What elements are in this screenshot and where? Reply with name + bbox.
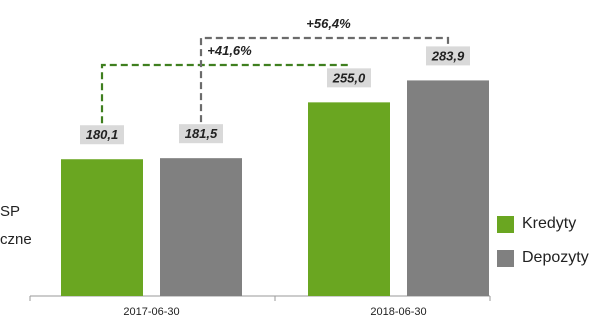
legend-item-kredyty: Kredyty bbox=[497, 214, 589, 234]
legend-item-depozyty: Depozyty bbox=[497, 248, 589, 268]
category-label-1: 2017-06-30 bbox=[123, 306, 179, 318]
bar-depozyty-1 bbox=[160, 158, 242, 296]
legend-label-depozyty: Depozyty bbox=[522, 249, 589, 266]
chart-legend: Kredyty Depozyty bbox=[497, 214, 589, 282]
bar-kredyty-1 bbox=[61, 159, 143, 296]
side-label-line2: czne bbox=[0, 231, 32, 248]
value-label-depozyty-2: 283,9 bbox=[431, 48, 465, 63]
value-label-bg-kredyty-1 bbox=[80, 125, 124, 145]
legend-label-kredyty: Kredyty bbox=[522, 215, 577, 232]
value-label-kredyty-1: 180,1 bbox=[86, 127, 119, 142]
bar-kredyty-2 bbox=[308, 102, 390, 296]
value-label-bg-depozyty-2 bbox=[426, 46, 470, 66]
category-label-2: 2018-06-30 bbox=[370, 306, 426, 318]
bar-depozyty-2 bbox=[407, 80, 489, 296]
value-label-depozyty-1: 181,5 bbox=[185, 126, 218, 141]
growth-connector-depozyty bbox=[199, 36, 450, 123]
value-label-bg-depozyty-1 bbox=[179, 124, 223, 144]
legend-swatch-kredyty bbox=[497, 215, 514, 233]
growth-connector-kredyty bbox=[100, 63, 351, 124]
value-label-kredyty-2: 255,0 bbox=[332, 70, 366, 85]
growth-label-kredyty: +41,6% bbox=[207, 43, 252, 58]
side-label-line1: SP bbox=[0, 203, 21, 220]
growth-label-depozyty: +56,4% bbox=[306, 16, 351, 31]
legend-swatch-depozyty bbox=[497, 249, 514, 267]
value-label-bg-kredyty-2 bbox=[327, 68, 371, 88]
